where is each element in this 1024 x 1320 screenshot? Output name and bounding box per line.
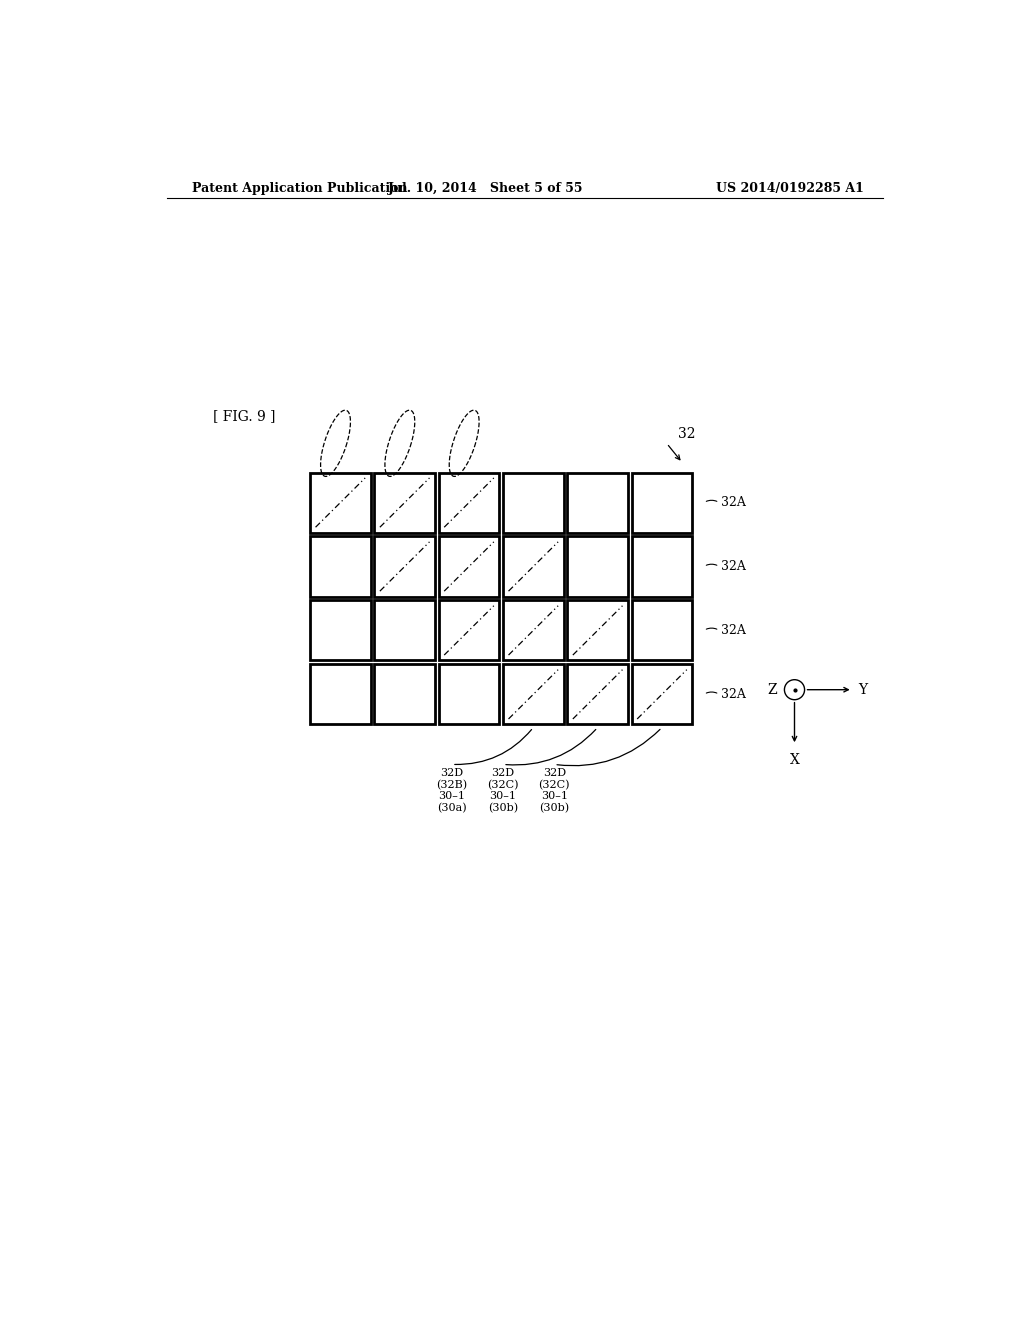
Bar [632,601,692,660]
Text: 32A: 32A [721,624,745,638]
Bar [632,664,692,725]
Text: US 2014/0192285 A1: US 2014/0192285 A1 [717,182,864,194]
Bar [310,664,371,725]
Text: 32D
(32C): 32D (32C) [487,768,519,791]
Text: Patent Application Publication: Patent Application Publication [191,182,408,194]
Text: 30–1
(30a): 30–1 (30a) [437,792,467,813]
Text: [ FIG. 9 ]: [ FIG. 9 ] [213,409,275,422]
Bar [503,664,563,725]
Bar [310,536,371,597]
Bar [503,473,563,533]
Bar [567,473,628,533]
Bar [310,601,371,660]
Bar [438,664,500,725]
Text: Z: Z [768,682,777,697]
Text: Y: Y [858,682,867,697]
Bar [632,536,692,597]
Bar [438,473,500,533]
Bar [567,536,628,597]
Text: 32D
(32C): 32D (32C) [539,768,570,791]
Bar [567,601,628,660]
Text: 32A: 32A [721,560,745,573]
Text: X: X [790,752,800,767]
Bar [632,473,692,533]
Bar [375,536,435,597]
Bar [438,601,500,660]
Bar [375,601,435,660]
Text: 32: 32 [678,428,695,441]
Text: 32A: 32A [721,688,745,701]
Text: Jul. 10, 2014   Sheet 5 of 55: Jul. 10, 2014 Sheet 5 of 55 [388,182,584,194]
Bar [567,664,628,725]
Bar [438,536,500,597]
Bar [310,473,371,533]
Text: 30–1
(30b): 30–1 (30b) [540,792,569,813]
Bar [375,473,435,533]
Bar [503,536,563,597]
Bar [503,601,563,660]
Bar [375,664,435,725]
Text: 30–1
(30b): 30–1 (30b) [488,792,518,813]
Text: 32D
(32B): 32D (32B) [436,768,468,791]
Text: 32A: 32A [721,496,745,510]
